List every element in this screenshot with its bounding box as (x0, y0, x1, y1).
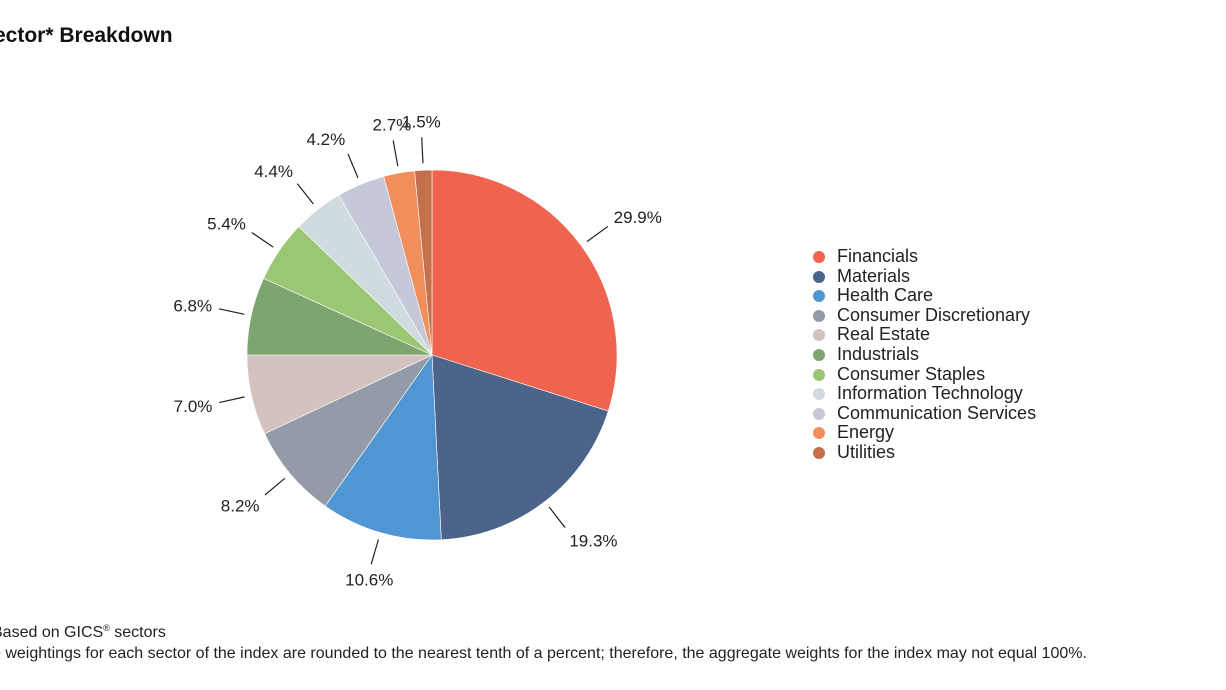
legend-swatch-information-technology (813, 388, 825, 401)
leader-line-utilities (421, 137, 424, 164)
data-label-health-care: 10.6% (345, 571, 393, 590)
legend-label-financials: Financials (837, 246, 919, 266)
data-label-materials: 19.3% (569, 531, 617, 550)
legend-label-energy: Energy (837, 422, 895, 443)
legend-swatch-consumer-staples (813, 368, 825, 381)
registered-mark: ® (103, 623, 110, 633)
data-label-information-technology: 4.4% (254, 162, 293, 181)
data-label-industrials: 6.8% (173, 296, 212, 315)
legend-label-utilities: Utilities (837, 441, 896, 462)
legend-swatch-real-estate (813, 329, 825, 342)
legend-swatch-financials (813, 251, 825, 263)
leader-line-consumer-discretionary (264, 477, 286, 496)
footnote-gics-text: Based on GICS (0, 624, 104, 641)
legend-swatch-materials (813, 270, 825, 283)
leader-line-materials (548, 506, 566, 529)
data-label-utilities: 1.5% (402, 112, 441, 131)
data-labels: 29.9% 19.3% 10.6% 8.2% 7.0% 6.8% 5.4% 4.4% 4.2% 2… (173, 112, 661, 589)
chart-title: ector* Breakdown (0, 24, 173, 47)
leader-line-energy (392, 140, 399, 167)
legend-swatch-industrials (813, 348, 825, 361)
leader-line-communication-services (347, 153, 359, 179)
footnote-rounding: e weightings for each sector of the inde… (0, 645, 1087, 662)
leader-lines (218, 137, 609, 565)
pie-slice-consumer-discretionary (264, 354, 433, 507)
leader-line-information-technology (296, 183, 314, 205)
legend-swatch-consumer-discretionary (813, 309, 825, 322)
legend-swatch-health-care (813, 290, 825, 303)
legend-label-real-estate: Real Estate (837, 324, 931, 345)
leader-line-consumer-staples (251, 231, 274, 248)
data-label-consumer-discretionary: 8.2% (221, 496, 260, 515)
leader-line-industrials (218, 308, 245, 315)
footnote-gics: Based on GICS® sectors (0, 623, 166, 642)
leader-line-health-care (370, 539, 380, 565)
legend-label-materials: Materials (837, 265, 911, 286)
leader-line-real-estate (219, 396, 245, 404)
data-label-consumer-staples: 5.4% (207, 214, 246, 233)
pie-slice-health-care (324, 354, 442, 541)
leader-line-financials (586, 225, 609, 243)
legend-swatch-energy (813, 427, 825, 440)
legend-label-communication-services: Communication Services (837, 402, 1037, 423)
legend-swatch-utilities (813, 446, 825, 459)
legend-label-industrials: Industrials (837, 343, 920, 364)
legend-label-health-care: Health Care (837, 285, 934, 306)
pie-slice-financials (431, 169, 618, 412)
pie-slice-utilities (414, 169, 433, 356)
footnote-gics-suffix: sectors (109, 624, 166, 641)
data-label-real-estate: 7.0% (174, 397, 213, 416)
data-label-financials: 29.9% (614, 208, 662, 227)
legend-label-consumer-discretionary: Consumer Discretionary (837, 304, 1031, 325)
legend-swatch-communication-services (813, 407, 825, 420)
data-label-energy: 2.7% (373, 116, 412, 135)
data-label-communication-services: 4.2% (306, 130, 345, 149)
pie-slice-materials (431, 354, 609, 541)
pie-slices (246, 169, 618, 541)
legend-label-information-technology: Information Technology (837, 383, 1023, 404)
legend-label-consumer-staples: Consumer Staples (837, 363, 986, 384)
